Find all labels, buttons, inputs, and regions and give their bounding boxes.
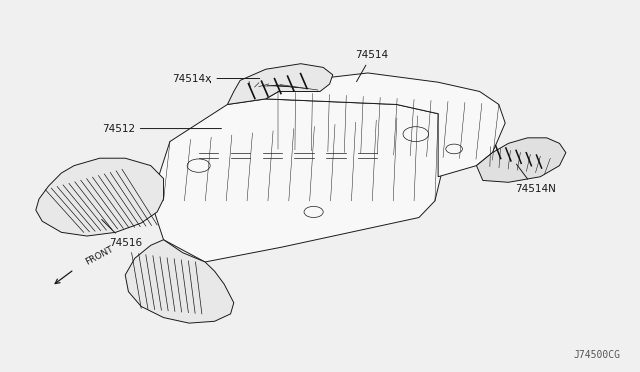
- Polygon shape: [151, 99, 451, 262]
- Polygon shape: [227, 64, 333, 105]
- Text: 74516: 74516: [102, 219, 142, 248]
- Polygon shape: [125, 240, 234, 323]
- Text: J74500CG: J74500CG: [573, 350, 620, 360]
- Text: 74514ҳ: 74514ҳ: [172, 74, 260, 84]
- Polygon shape: [266, 73, 505, 177]
- Polygon shape: [476, 138, 566, 182]
- Text: 74512: 74512: [102, 124, 221, 134]
- Polygon shape: [36, 158, 164, 236]
- Text: 74514N: 74514N: [515, 164, 556, 194]
- Text: 74514: 74514: [355, 50, 388, 82]
- Text: FRONT: FRONT: [84, 244, 115, 266]
